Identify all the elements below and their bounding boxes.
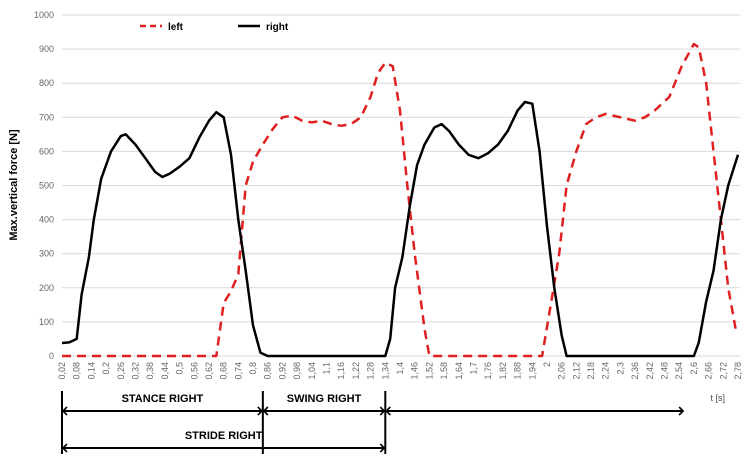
y-tick-label: 1000 [34,10,54,20]
x-tick-label: 0,02 [57,362,67,380]
x-tick-label: 0,26 [116,362,126,380]
x-tick-label: 2,72 [718,362,728,380]
y-axis-ticks: 0 100 200 300 400 500 600 700 800 900 1000 [34,10,54,361]
x-tick-label: 2,6 [689,362,699,375]
x-tick-label: 2,18 [586,362,596,380]
y-tick-label: 800 [39,78,54,88]
x-tick-label: 0,98 [292,362,302,380]
y-tick-label: 400 [39,215,54,225]
phase-label: STRIDE RIGHT [185,430,263,442]
x-tick-label: 0,8 [248,362,258,375]
y-axis-label: Max.vertical force [N] [8,129,20,241]
x-tick-label: 1,52 [424,362,434,380]
x-tick-label: 2,54 [674,362,684,380]
x-tick-label: 1,64 [454,362,464,380]
x-tick-label: 1,7 [468,362,478,375]
series-line-left [62,42,737,358]
gridlines [62,14,740,357]
x-tick-label: 0,86 [263,362,273,380]
x-tick-label: 1,22 [351,362,361,380]
x-tick-label: 2,12 [571,362,581,380]
x-tick-label: 0,08 [72,362,82,380]
y-tick-label: 500 [39,181,54,191]
x-tick-label: 2,24 [601,362,611,380]
x-tick-label: 0,2 [101,362,111,375]
y-tick-label: 0 [49,351,54,361]
x-tick-label: 0,68 [219,362,229,380]
x-tick-label: 1,76 [483,362,493,380]
x-tick-label: 0,32 [130,362,140,380]
x-tick-label: 1,28 [366,362,376,380]
x-tick-label: 1,46 [410,362,420,380]
x-tick-label: 1,88 [513,362,523,380]
phase-label: STANCE RIGHT [122,393,204,405]
phase-annotations: STANCE RIGHT SWING RIGHT STRIDE RIGHT [61,391,685,454]
x-tick-label: 0,56 [189,362,199,380]
x-tick-label: 0,62 [204,362,214,380]
x-tick-label: 2,42 [645,362,655,380]
x-tick-label: 2,78 [733,362,743,380]
x-tick-label: 1,16 [336,362,346,380]
x-tick-label: 2 [542,362,552,367]
series-line-right [61,100,740,358]
x-tick-label: 1,1 [322,362,332,375]
x-tick-label: 2,66 [704,362,714,380]
y-tick-label: 600 [39,146,54,156]
series-lines [61,42,740,358]
x-tick-label: 1,82 [498,362,508,380]
x-tick-label: 1,94 [527,362,537,380]
x-tick-label: 0,38 [145,362,155,380]
x-tick-label: 0,44 [160,362,170,380]
x-tick-label: 0,14 [86,362,96,380]
x-tick-label: 2,3 [615,362,625,375]
legend-label-left: left [168,22,184,33]
legend-label-right: right [266,22,289,33]
x-tick-label: 2,06 [557,362,567,380]
y-tick-label: 100 [39,317,54,327]
y-tick-label: 300 [39,249,54,259]
x-tick-label: 1,4 [395,362,405,375]
y-tick-label: 200 [39,283,54,293]
x-tick-label: 1,04 [307,362,317,380]
x-tick-label: 1,34 [380,362,390,380]
x-tick-label: 0,5 [175,362,185,375]
x-tick-label: 1,58 [439,362,449,380]
x-axis-ticks: 0,02 0,08 0,14 0,2 0,26 0,32 0,38 0,44 0,5 0,56 0,… [57,362,743,380]
x-axis-label: t [s] [710,393,725,403]
x-tick-label: 0,92 [277,362,287,380]
x-tick-label: 2,36 [630,362,640,380]
phase-label: SWING RIGHT [287,393,362,405]
y-tick-label: 900 [39,44,54,54]
legend: left right [140,22,289,33]
x-tick-label: 0,74 [233,362,243,380]
y-tick-label: 700 [39,112,54,122]
x-tick-label: 2,48 [660,362,670,380]
